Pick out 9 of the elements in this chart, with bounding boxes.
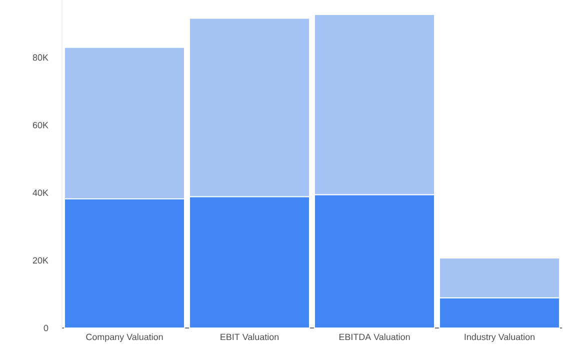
x-tick-label: Industry Valuation	[464, 334, 534, 342]
y-tick-label: 40K	[32, 190, 48, 196]
x-tick-label: EBIT Valuation	[220, 334, 278, 340]
x-tick-label: EBITDA Valuation	[339, 334, 410, 340]
y-tick-label: 80K	[32, 54, 48, 61]
y-tick-label: 20K	[32, 257, 48, 264]
x-tick-label: Company Valuation	[86, 334, 163, 342]
y-tick-label: 60K	[32, 122, 48, 128]
y-tick-label: 0	[44, 324, 48, 332]
